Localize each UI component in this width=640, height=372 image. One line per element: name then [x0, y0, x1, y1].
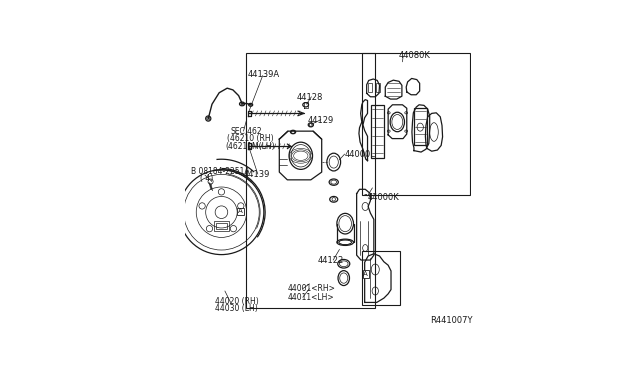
- Bar: [368, 83, 372, 92]
- Text: SEC.462: SEC.462: [230, 126, 262, 136]
- Text: (46211M(LH): (46211M(LH): [226, 142, 275, 151]
- Bar: [414, 108, 427, 145]
- Bar: [362, 53, 470, 195]
- Text: A: A: [238, 208, 243, 214]
- Bar: [371, 105, 384, 158]
- Text: 44001<RH>: 44001<RH>: [287, 284, 335, 293]
- Text: R441007Y: R441007Y: [431, 316, 473, 325]
- Text: 44011<LH>: 44011<LH>: [287, 293, 334, 302]
- Bar: [376, 83, 380, 92]
- Text: 44020 (RH): 44020 (RH): [215, 296, 259, 305]
- Text: (46210 (RH): (46210 (RH): [227, 134, 274, 143]
- Text: A: A: [364, 271, 368, 277]
- Text: B 08184-2251A: B 08184-2251A: [191, 167, 249, 176]
- Bar: [362, 251, 399, 305]
- Text: 44129: 44129: [308, 116, 334, 125]
- Text: ( 4): ( 4): [200, 174, 213, 183]
- Bar: [214, 221, 228, 231]
- Text: 44030 (LH): 44030 (LH): [215, 304, 258, 313]
- Text: 44000K: 44000K: [367, 193, 399, 202]
- Bar: [216, 222, 227, 229]
- Text: 44139A: 44139A: [247, 70, 279, 79]
- Text: 44000L: 44000L: [344, 150, 376, 160]
- Text: 44122: 44122: [318, 256, 344, 265]
- Bar: [246, 53, 375, 308]
- Text: 44080K: 44080K: [399, 51, 431, 60]
- Text: 44128: 44128: [297, 93, 323, 102]
- Text: 44139: 44139: [243, 170, 270, 179]
